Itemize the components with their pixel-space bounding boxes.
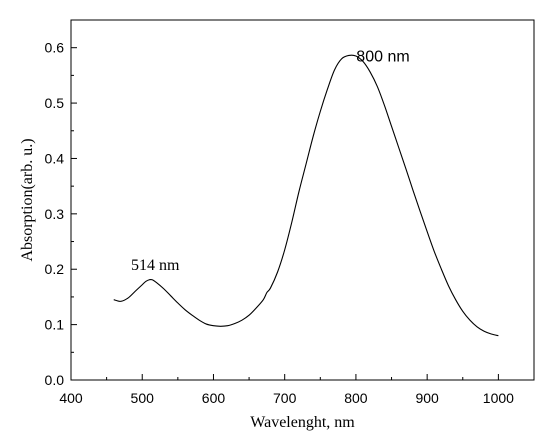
x-axis-title: Wavelenght, nm <box>250 414 355 431</box>
ticks-layer <box>70 47 499 381</box>
y-tick-label: 0.2 <box>45 261 65 277</box>
x-tick-label: 900 <box>415 390 439 406</box>
x-tick-label: 600 <box>202 390 226 406</box>
absorption-series-line <box>113 54 499 337</box>
x-tick-label: 500 <box>131 390 155 406</box>
x-tick-label: 1000 <box>483 390 514 406</box>
y-tick-label: 0.0 <box>45 372 65 388</box>
y-tick-label: 0.4 <box>45 150 65 166</box>
y-tick-label: 0.5 <box>45 95 65 111</box>
x-tick-label: 800 <box>344 390 368 406</box>
y-tick-label: 0.1 <box>45 317 65 333</box>
labels-layer: 400 500 600 700 800 900 1000 0.0 0.1 0.2 0.3 0.4 0.5… <box>45 40 515 406</box>
x-tick-label: 700 <box>273 390 297 406</box>
y-axis-title: Absorption(arb. u.) <box>19 138 36 261</box>
y-tick-label: 0.3 <box>45 206 65 222</box>
plot-frame <box>70 19 535 381</box>
peak-label-800nm: 800 nm <box>356 49 409 66</box>
x-tick-label: 400 <box>59 390 83 406</box>
peak-label-514nm: 514 nm <box>131 257 180 274</box>
y-tick-label: 0.6 <box>45 40 65 56</box>
